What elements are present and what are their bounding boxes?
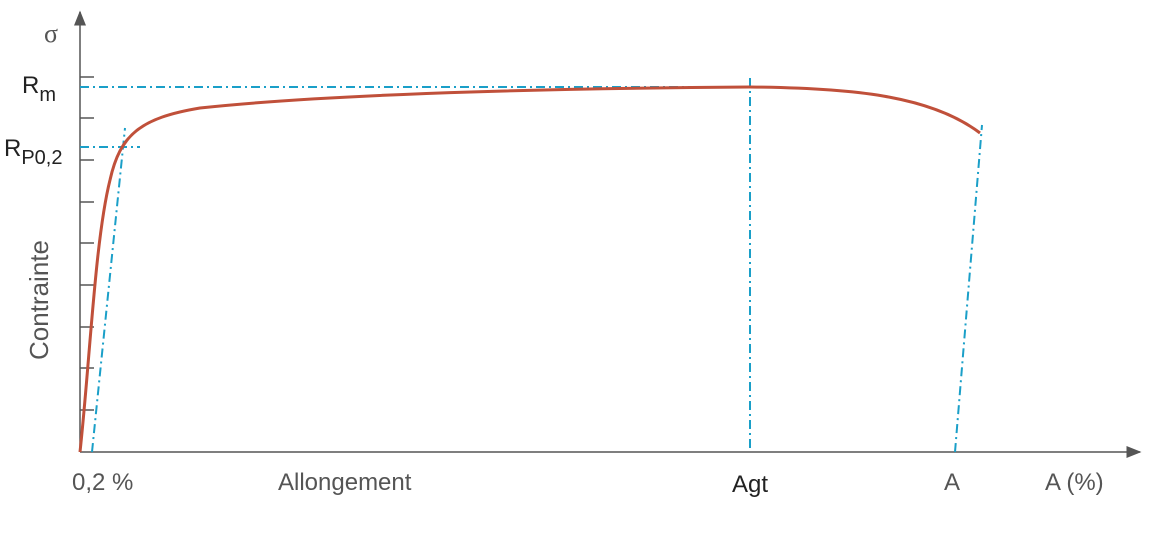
y-title: Contrainte bbox=[24, 240, 54, 360]
offset-line bbox=[91, 127, 126, 453]
a-label: A bbox=[944, 469, 960, 496]
rp-label: RP0,2 bbox=[4, 135, 63, 169]
x-unit: A (%) bbox=[1045, 469, 1104, 496]
x-title: Allongement bbox=[278, 469, 412, 496]
offset-label: 0,2 % bbox=[72, 469, 133, 496]
rm-label: Rm bbox=[22, 72, 56, 106]
sigma: σ bbox=[44, 19, 58, 48]
agt-label: Agt bbox=[732, 471, 768, 498]
stress-strain-curve bbox=[78, 85, 981, 453]
y-ticks bbox=[80, 76, 94, 411]
unload-line bbox=[954, 124, 983, 453]
